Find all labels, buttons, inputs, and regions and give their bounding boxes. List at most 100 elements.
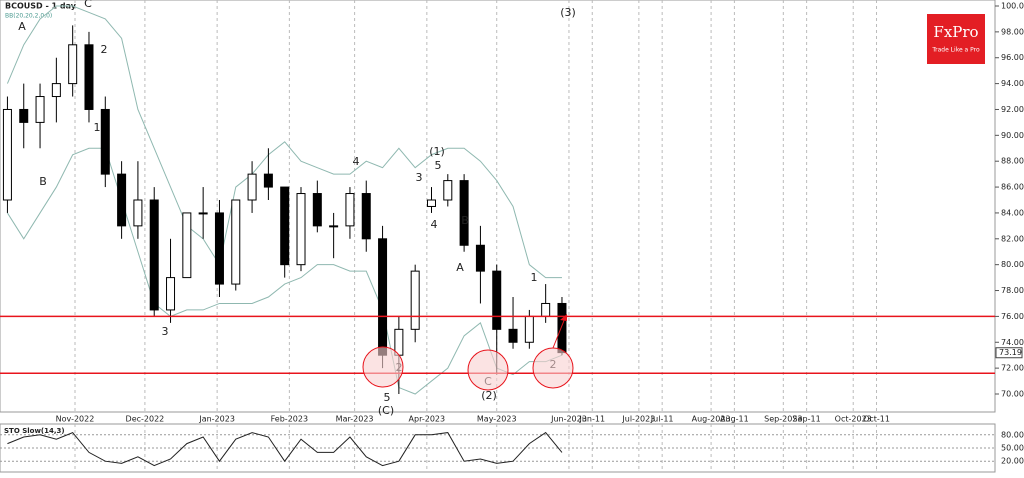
y-tick-label: 50.00 [1001,444,1024,453]
y-tick-label: 94.00 [1001,79,1024,88]
candle-body [19,108,29,123]
price-tag [995,347,1023,359]
x-tick-label: Jun-11 [578,415,605,424]
candle-body [51,83,61,98]
candle-body [296,193,306,266]
bollinger-band [7,147,563,395]
price-panel [0,0,996,413]
wave-label: (3) [560,6,576,19]
wave-label: 4 [353,155,360,168]
y-tick-label: 100.00 [1001,2,1024,11]
candle-body [312,193,322,227]
indicator-label: BB(20,20,2,0,0) [5,13,52,20]
chart-title: BCOUSD - 1 day [5,2,77,11]
y-tick-label: 82.00 [1001,234,1024,243]
y-tick-label: 76.00 [1001,312,1024,321]
highlight-circle [532,347,574,389]
y-tick-label: 74.00 [1001,338,1024,347]
candle-body [247,173,257,201]
highlight-circle [362,346,404,388]
y-tick-label: 96.00 [1001,53,1024,62]
candle-body [100,108,110,175]
candle-body [166,277,176,311]
candle-body [557,302,567,354]
x-tick-label: Sep-2023 [764,415,802,424]
wave-label: 5 [384,391,391,404]
candle-body [361,193,371,240]
wave-label: B [461,214,469,227]
arrow-head [560,314,567,321]
candle-body [541,302,551,317]
candle-body [231,199,241,285]
y-tick-label: 90.00 [1001,131,1024,140]
candle-body [329,225,339,228]
wave-label: (C) [378,404,394,417]
wave-label: A [18,20,26,33]
candle-body [182,212,192,279]
x-tick-label: Jul-11 [650,415,674,424]
y-tick-label: 80.00 [1001,260,1024,269]
wave-label: (2) [481,389,497,402]
x-tick-label: Nov-2022 [56,415,95,424]
stochastic-line [7,431,563,467]
y-tick-label: 92.00 [1001,105,1024,114]
y-tick-label: 20.00 [1001,457,1024,466]
x-tick-label: Oct-2023 [835,415,872,424]
x-tick-label: Jul-2023 [621,415,655,424]
candle-body [410,270,420,330]
x-tick-label: Oct-11 [863,415,890,424]
candle-body [280,186,290,266]
candle-body [214,212,224,285]
candle-body [133,199,143,227]
wave-label: 2 [101,43,108,56]
candle-body [198,212,208,215]
candle-body [117,173,127,227]
candle-body [263,173,273,188]
candle-body [84,44,94,110]
x-tick-label: Jun-2023 [550,415,587,424]
candle-body [492,270,502,330]
logo-box [927,14,985,64]
y-tick-label: 78.00 [1001,286,1024,295]
y-tick-label: 86.00 [1001,183,1024,192]
highlight-circle [467,349,509,391]
stochastic-title: STO Slow(14,3) [4,427,65,435]
candle-body [508,328,518,343]
wave-label: (1) [429,145,445,158]
wave-label: 3 [162,325,169,338]
wave-label: 1 [94,121,101,134]
circles [362,314,574,391]
candle-body [426,199,436,207]
x-tick-label: May-2023 [477,415,517,424]
arrow [552,317,566,349]
x-tick-label: Aug-11 [720,415,749,424]
candle-body [459,180,469,246]
x-tick-label: Sep-11 [793,415,821,424]
x-tick-label: Jan-2023 [198,415,235,424]
x-tick-label: Mar-2023 [336,415,374,424]
x-tick-label: Feb-2023 [271,415,308,424]
wave-label: A [456,261,464,274]
wave-label: 5 [435,159,442,172]
wave-label: C [84,0,92,10]
candle-body [475,244,485,272]
wave-label: B [39,175,47,188]
price-tag-label: 73.19 [999,348,1022,357]
y-tick-label: 72.00 [1001,364,1024,373]
y-tick-label: 84.00 [1001,208,1024,217]
logo: FxPro [933,23,978,41]
candle-body [35,96,45,123]
wave-label: 4 [431,218,438,231]
y-tick-label: 98.00 [1001,27,1024,36]
y-tick-label: 80.00 [1001,430,1024,439]
bollinger-band [6,5,562,279]
x-tick-label: Aug-2023 [692,415,731,424]
candle-body [378,238,388,356]
candle-body [443,180,453,201]
candle-body [149,199,159,311]
candle-body [345,193,355,227]
x-tick-label: Apr-2023 [409,415,446,424]
candle-body [524,315,534,343]
wave-label: 1 [531,271,538,284]
